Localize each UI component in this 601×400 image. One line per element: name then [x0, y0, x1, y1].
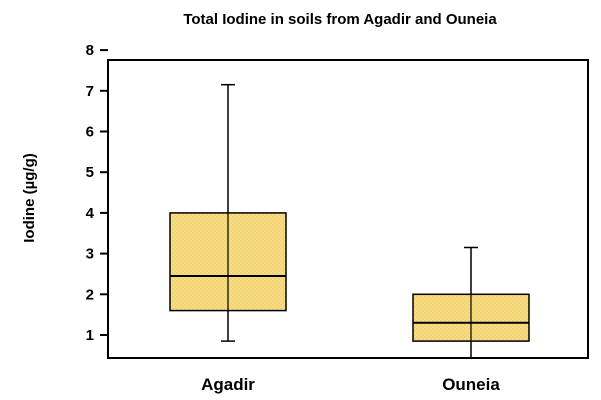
y-tick-label: 7	[86, 83, 94, 100]
y-tick-label: 6	[86, 124, 94, 141]
y-tick-label: 2	[86, 286, 94, 303]
x-tick-label: Agadir	[201, 375, 255, 394]
y-tick-label: 1	[86, 327, 94, 344]
x-axis: Agadir Ouneia	[201, 375, 500, 394]
box-ouneia	[412, 246, 530, 358]
chart-title: Total Iodine in soils from Agadir and Ou…	[183, 11, 497, 28]
plot-area	[107, 59, 589, 359]
box-series	[169, 83, 530, 358]
x-tick-label: Ouneia	[442, 375, 500, 394]
y-tick-label: 8	[86, 42, 94, 59]
box-agadir	[169, 83, 287, 342]
y-tick-label: 5	[86, 164, 94, 181]
y-axis-label: Iodine (µg/g)	[21, 153, 38, 242]
y-tick-label: 3	[86, 246, 94, 263]
y-tick-label: 4	[86, 205, 95, 222]
y-axis: 1 2 3 4 5 6 7 8	[86, 42, 108, 344]
